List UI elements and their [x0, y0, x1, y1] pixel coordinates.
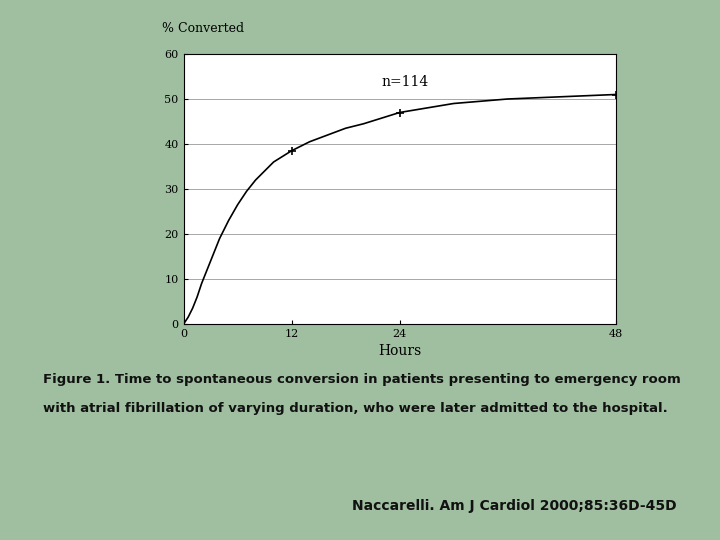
Text: Naccarelli. Am J Cardiol 2000;85:36D-45D: Naccarelli. Am J Cardiol 2000;85:36D-45D	[352, 499, 677, 513]
Text: Figure 1. Time to spontaneous conversion in patients presenting to emergency roo: Figure 1. Time to spontaneous conversion…	[43, 373, 681, 386]
Text: with atrial fibrillation of varying duration, who were later admitted to the hos: with atrial fibrillation of varying dura…	[43, 402, 668, 415]
Text: n=114: n=114	[382, 75, 429, 89]
X-axis label: Hours: Hours	[378, 345, 421, 359]
Text: % Converted: % Converted	[162, 22, 244, 35]
